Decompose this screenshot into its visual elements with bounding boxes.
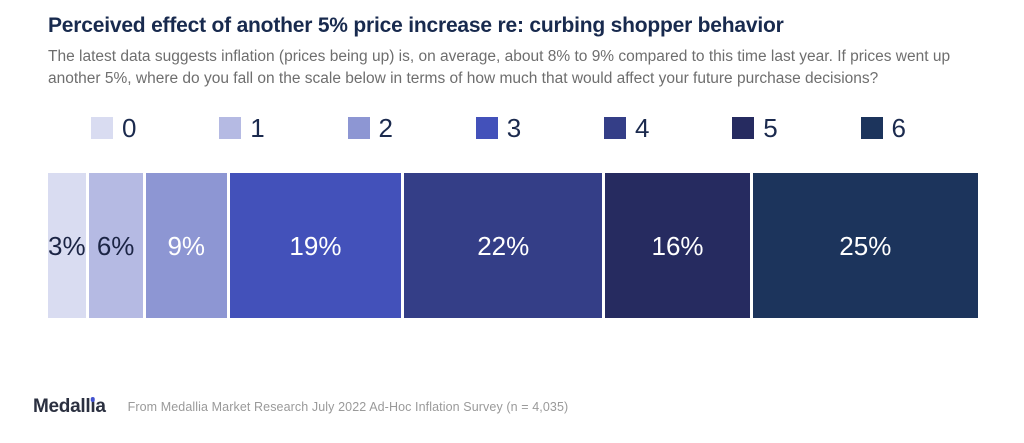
legend-label: 1 <box>250 113 265 143</box>
legend-item-0: 0 <box>91 115 136 141</box>
segment-value-label: 25% <box>839 230 892 261</box>
legend-item-4: 4 <box>604 115 649 141</box>
legend-label: 5 <box>763 113 778 143</box>
legend-swatch-icon <box>475 117 498 139</box>
bar-segment-0: 3% <box>48 173 86 318</box>
bar-segment-2: 9% <box>145 173 227 318</box>
segment-value-label: 16% <box>651 230 704 261</box>
legend-swatch-icon <box>860 117 883 139</box>
logo-dotted-i: ı <box>90 396 96 417</box>
logo-text-part2: a <box>95 396 106 417</box>
source-note: From Medallia Market Research July 2022 … <box>127 399 569 414</box>
bar-segment-1: 6% <box>88 173 143 318</box>
legend: 0 1 2 3 4 5 6 <box>91 115 906 141</box>
chart-subtitle: The latest data suggests inflation (pric… <box>48 48 951 87</box>
legend-item-3: 3 <box>475 113 522 143</box>
legend-label: 3 <box>506 113 522 143</box>
logo-text-part1: Medall <box>33 396 91 417</box>
medallia-logo: Medallıa <box>33 397 106 416</box>
bar-segment-6: 25% <box>752 173 978 318</box>
legend-item-5: 5 <box>732 113 778 143</box>
footer: Medallıa From Medallia Market Research J… <box>33 397 568 416</box>
legend-label: 0 <box>122 113 137 143</box>
segment-value-label: 19% <box>289 230 342 261</box>
segment-value-label: 3% <box>48 230 86 261</box>
segment-value-label: 6% <box>96 230 135 261</box>
segment-value-label: 9% <box>167 230 206 261</box>
legend-label: 4 <box>635 113 650 143</box>
segment-value-label: 22% <box>477 230 530 261</box>
legend-item-2: 2 <box>347 113 393 143</box>
chart-title: Perceived effect of another 5% price inc… <box>48 14 784 37</box>
legend-swatch-icon <box>604 117 626 139</box>
legend-swatch-icon <box>732 117 755 139</box>
legend-item-1: 1 <box>219 113 265 143</box>
legend-item-6: 6 <box>860 113 906 143</box>
legend-label: 6 <box>891 113 906 143</box>
bar-segment-5: 16% <box>605 173 750 318</box>
legend-label: 2 <box>378 113 393 143</box>
bar-segment-4: 22% <box>404 173 603 318</box>
stacked-bar: 3% 6% 9% 19% 22% 16% 25% <box>48 173 978 318</box>
bar-segment-3: 19% <box>229 173 402 318</box>
legend-swatch-icon <box>91 117 113 139</box>
legend-swatch-icon <box>219 117 242 139</box>
legend-swatch-icon <box>347 117 370 139</box>
